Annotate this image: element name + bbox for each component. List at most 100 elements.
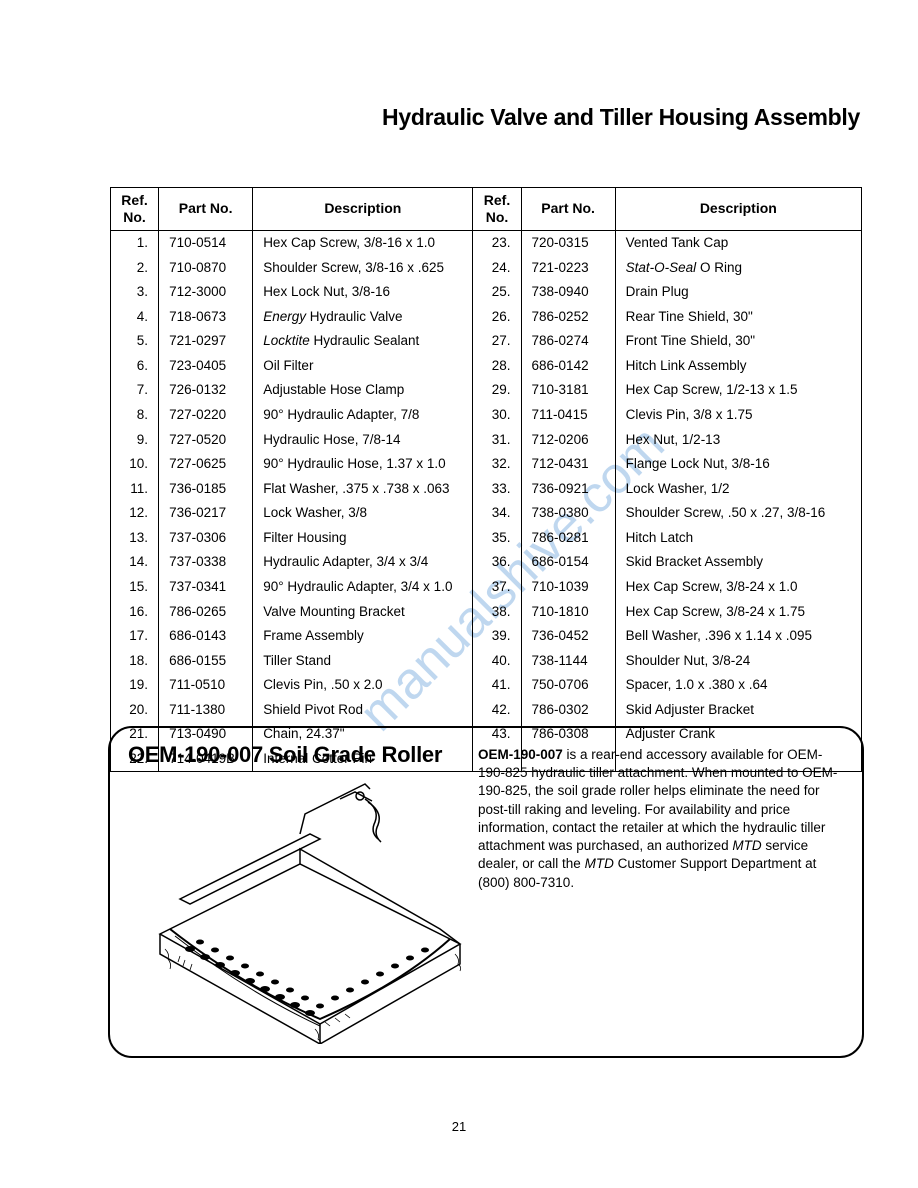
cell-ref: 26. — [473, 304, 521, 329]
cell-desc: Skid Bracket Assembly — [615, 550, 861, 575]
cell-ref: 38. — [473, 599, 521, 624]
cell-part: 711-1380 — [159, 697, 253, 722]
cell-desc: 90° Hydraulic Hose, 1.37 x 1.0 — [253, 452, 473, 477]
cell-part: 710-1810 — [521, 599, 615, 624]
cell-desc: Hitch Link Assembly — [615, 353, 861, 378]
cell-part: 723-0405 — [159, 353, 253, 378]
cell-desc: Hex Cap Screw, 3/8-24 x 1.75 — [615, 599, 861, 624]
cell-desc: Shoulder Screw, .50 x .27, 3/8-16 — [615, 501, 861, 526]
cell-ref: 20. — [111, 697, 159, 722]
table-row: 15.737-034190° Hydraulic Adapter, 3/4 x … — [111, 574, 862, 599]
table-row: 1.710-0514Hex Cap Screw, 3/8-16 x 1.023.… — [111, 230, 862, 255]
cell-desc: Hitch Latch — [615, 525, 861, 550]
table-row: 18.686-0155Tiller Stand40.738-1144Should… — [111, 648, 862, 673]
cell-ref: 5. — [111, 329, 159, 354]
table-row: 12.736-0217Lock Washer, 3/834.738-0380Sh… — [111, 501, 862, 526]
cell-ref: 32. — [473, 452, 521, 477]
cell-ref: 30. — [473, 403, 521, 428]
cell-desc: Rear Tine Shield, 30" — [615, 304, 861, 329]
cell-desc: Clevis Pin, 3/8 x 1.75 — [615, 403, 861, 428]
cell-desc: Hydraulic Hose, 7/8-14 — [253, 427, 473, 452]
cell-desc: Lock Washer, 3/8 — [253, 501, 473, 526]
page-title: Hydraulic Valve and Tiller Housing Assem… — [382, 104, 860, 131]
cell-part: 686-0154 — [521, 550, 615, 575]
cell-part: 786-0281 — [521, 525, 615, 550]
cell-ref: 11. — [111, 476, 159, 501]
cell-part: 786-0265 — [159, 599, 253, 624]
roller-illustration — [120, 774, 490, 1044]
cell-desc: Hex Cap Screw, 3/8-16 x 1.0 — [253, 230, 473, 255]
cell-ref: 24. — [473, 255, 521, 280]
cell-desc: Tiller Stand — [253, 648, 473, 673]
cell-ref: 14. — [111, 550, 159, 575]
cell-ref: 3. — [111, 280, 159, 305]
cell-ref: 9. — [111, 427, 159, 452]
table-row: 11.736-0185Flat Washer, .375 x .738 x .0… — [111, 476, 862, 501]
callout-body: OEM-190-007 is a rear-end accessory avai… — [478, 746, 844, 892]
cell-ref: 4. — [111, 304, 159, 329]
cell-desc: Locktite Hydraulic Sealant — [253, 329, 473, 354]
cell-ref: 31. — [473, 427, 521, 452]
cell-desc: Bell Washer, .396 x 1.14 x .095 — [615, 624, 861, 649]
table-row: 4.718-0673Energy Hydraulic Valve26.786-0… — [111, 304, 862, 329]
table-row: 13.737-0306Filter Housing35.786-0281Hitc… — [111, 525, 862, 550]
cell-ref: 37. — [473, 574, 521, 599]
cell-part: 737-0306 — [159, 525, 253, 550]
cell-part: 727-0625 — [159, 452, 253, 477]
cell-ref: 17. — [111, 624, 159, 649]
table-row: 20.711-1380Shield Pivot Rod42.786-0302Sk… — [111, 697, 862, 722]
th-ref-1: Ref.No. — [111, 188, 159, 231]
cell-ref: 36. — [473, 550, 521, 575]
cell-ref: 8. — [111, 403, 159, 428]
cell-part: 736-0217 — [159, 501, 253, 526]
cell-desc: Hex Lock Nut, 3/8-16 — [253, 280, 473, 305]
cell-desc: Frame Assembly — [253, 624, 473, 649]
cell-part: 737-0338 — [159, 550, 253, 575]
cell-ref: 16. — [111, 599, 159, 624]
cell-desc: Front Tine Shield, 30" — [615, 329, 861, 354]
cell-desc: 90° Hydraulic Adapter, 7/8 — [253, 403, 473, 428]
cell-desc: Skid Adjuster Bracket — [615, 697, 861, 722]
cell-part: 711-0510 — [159, 673, 253, 698]
table-row: 9.727-0520Hydraulic Hose, 7/8-1431.712-0… — [111, 427, 862, 452]
cell-part: 750-0706 — [521, 673, 615, 698]
cell-part: 720-0315 — [521, 230, 615, 255]
cell-part: 712-3000 — [159, 280, 253, 305]
cell-part: 710-3181 — [521, 378, 615, 403]
cell-part: 736-0185 — [159, 476, 253, 501]
cell-desc: 90° Hydraulic Adapter, 3/4 x 1.0 — [253, 574, 473, 599]
cell-part: 726-0132 — [159, 378, 253, 403]
page-number: 21 — [0, 1119, 918, 1134]
cell-desc: Hex Nut, 1/2-13 — [615, 427, 861, 452]
table-row: 19.711-0510Clevis Pin, .50 x 2.041.750-0… — [111, 673, 862, 698]
cell-ref: 13. — [111, 525, 159, 550]
table-row: 8.727-022090° Hydraulic Adapter, 7/830.7… — [111, 403, 862, 428]
cell-ref: 40. — [473, 648, 521, 673]
cell-desc: Shoulder Screw, 3/8-16 x .625 — [253, 255, 473, 280]
cell-part: 710-0514 — [159, 230, 253, 255]
cell-part: 721-0297 — [159, 329, 253, 354]
cell-desc: Spacer, 1.0 x .380 x .64 — [615, 673, 861, 698]
cell-part: 710-0870 — [159, 255, 253, 280]
cell-part: 718-0673 — [159, 304, 253, 329]
cell-ref: 28. — [473, 353, 521, 378]
cell-part: 738-0380 — [521, 501, 615, 526]
cell-desc: Vented Tank Cap — [615, 230, 861, 255]
cell-part: 786-0274 — [521, 329, 615, 354]
cell-part: 737-0341 — [159, 574, 253, 599]
cell-desc: Stat-O-Seal O Ring — [615, 255, 861, 280]
cell-part: 686-0142 — [521, 353, 615, 378]
cell-desc: Filter Housing — [253, 525, 473, 550]
cell-desc: Hex Cap Screw, 1/2-13 x 1.5 — [615, 378, 861, 403]
cell-desc: Valve Mounting Bracket — [253, 599, 473, 624]
cell-ref: 18. — [111, 648, 159, 673]
cell-desc: Flange Lock Nut, 3/8-16 — [615, 452, 861, 477]
cell-part: 738-1144 — [521, 648, 615, 673]
cell-ref: 29. — [473, 378, 521, 403]
table-row: 16.786-0265Valve Mounting Bracket38.710-… — [111, 599, 862, 624]
th-part-2: Part No. — [521, 188, 615, 231]
parts-table: Ref.No. Part No. Description Ref.No. Par… — [110, 187, 862, 772]
cell-part: 786-0252 — [521, 304, 615, 329]
cell-ref: 2. — [111, 255, 159, 280]
cell-part: 721-0223 — [521, 255, 615, 280]
